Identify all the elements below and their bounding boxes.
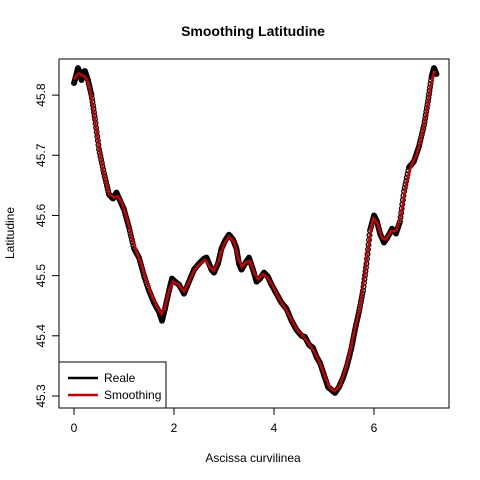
x-axis-label: Ascissa curvilinea: [205, 451, 301, 465]
y-tick-label: 45.3: [34, 384, 48, 408]
series-reale: [71, 65, 440, 396]
legend: Reale Smoothing: [58, 361, 167, 409]
y-tick-label: 45.4: [34, 324, 48, 348]
legend-box: [58, 361, 167, 409]
plot-frame: [58, 58, 450, 409]
y-axis-label: Latitudine: [3, 207, 17, 259]
x-tick-label: 2: [171, 421, 178, 435]
chart-title: Smoothing Latitudine: [181, 23, 325, 39]
legend-label-reale: Reale: [104, 371, 136, 385]
x-tick-label: 6: [371, 421, 378, 435]
x-tick-label: 4: [271, 421, 278, 435]
legend-label-smoothing: Smoothing: [104, 388, 161, 402]
y-tick-label: 45.8: [34, 83, 48, 107]
y-tick-label: 45.5: [34, 264, 48, 288]
series-smoothing-line: [72, 70, 437, 393]
y-tick-label: 45.6: [34, 203, 48, 227]
x-axis: 0 2 4 6: [71, 408, 378, 435]
x-tick-label: 0: [71, 421, 78, 435]
y-axis: 45.3 45.4 45.5 45.6 45.7 45.8: [34, 83, 59, 408]
y-tick-label: 45.7: [34, 143, 48, 167]
